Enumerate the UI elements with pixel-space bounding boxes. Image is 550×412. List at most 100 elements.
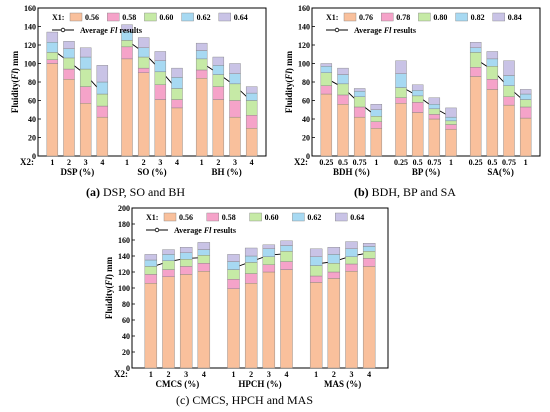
bar-segment-0-58 bbox=[244, 273, 258, 284]
legend-line-marker bbox=[60, 27, 66, 33]
bar-segment-0-60 bbox=[229, 83, 241, 101]
bar-segment-0-56 bbox=[229, 116, 241, 157]
legend-swatch bbox=[206, 212, 220, 222]
x-tick-label: 0.5 bbox=[413, 158, 423, 167]
bar-segment-0-82 bbox=[445, 116, 457, 122]
bar-segment-0-60 bbox=[345, 256, 358, 265]
legend: X1: 0.56 0.58 0.60 0.62 0.64 Average Fl result… bbox=[146, 212, 364, 235]
legend-item-label: 0.62 bbox=[307, 213, 321, 222]
y-tick-label: 20 bbox=[28, 134, 36, 143]
bar-segment-0-76 bbox=[370, 128, 383, 157]
y-tick-label: 120 bbox=[118, 268, 130, 277]
group-label: CMCS (%) bbox=[155, 379, 199, 389]
bar-segment-0-58 bbox=[327, 271, 341, 279]
bar-segment-0-58 bbox=[46, 59, 59, 64]
caption-b-text: BDH, BP and SA bbox=[368, 185, 456, 199]
bar-segment-0-64 bbox=[309, 248, 323, 258]
x2-label: X2: bbox=[20, 157, 34, 167]
bar-segment-0-58 bbox=[179, 266, 193, 275]
y-axis-title-tail: ) mm bbox=[10, 50, 20, 71]
bar-segment-0-60 bbox=[280, 250, 293, 262]
bar-segment-0-84 bbox=[370, 103, 383, 110]
x-tick-label: 0.5 bbox=[487, 158, 497, 167]
x-tick-label: 4 bbox=[175, 158, 179, 167]
bar-segment-0-76 bbox=[320, 93, 333, 157]
bar-segment-0-62 bbox=[244, 255, 258, 263]
bar-segment-0-62 bbox=[197, 249, 211, 256]
y-tick-label: 0 bbox=[126, 364, 130, 373]
average-line bbox=[126, 40, 178, 90]
legend-item-label: 0.84 bbox=[508, 13, 522, 22]
bar-segment-0-82 bbox=[411, 90, 424, 97]
bar-segment-0-60 bbox=[121, 40, 133, 48]
bar-segment-0-80 bbox=[445, 120, 457, 125]
bar-segment-0-80 bbox=[370, 116, 383, 122]
x-tick-label: 2 bbox=[67, 158, 71, 167]
y-axis-title: Fluidity(Fl) mm bbox=[104, 256, 114, 319]
x-tick-label: 0.25 bbox=[319, 158, 333, 167]
y-axis-title-tail: ) mm bbox=[104, 256, 114, 277]
bar-segment-0-78 bbox=[320, 85, 333, 95]
x-tick-label: 1 bbox=[50, 158, 54, 167]
bar-segment-0-84 bbox=[503, 60, 515, 76]
legend-line-label-tail: results bbox=[211, 226, 236, 235]
bar-segment-0-60 bbox=[179, 259, 193, 267]
legend-line-label: Average Fl results bbox=[174, 226, 236, 235]
bar-segment-0-82 bbox=[353, 91, 366, 97]
bar-segment-0-58 bbox=[309, 275, 323, 283]
bar-segment-0-56 bbox=[244, 283, 258, 369]
bar-segment-0-60 bbox=[212, 74, 225, 87]
bar-segment-0-60 bbox=[96, 93, 109, 107]
bar-segment-0-84 bbox=[428, 97, 441, 105]
caption-c-letter: (c) bbox=[176, 393, 190, 407]
legend-line-label-tail: results bbox=[391, 26, 416, 35]
bar-segment-0-60 bbox=[327, 263, 341, 273]
bar-segment-0-58 bbox=[262, 264, 276, 273]
bar-segment-0-56 bbox=[362, 266, 376, 369]
average-line bbox=[475, 58, 526, 103]
legend-line-label: Average Fl results bbox=[80, 26, 142, 35]
bar-segment-0-62 bbox=[144, 259, 158, 267]
legend: X1: 0.56 0.58 0.60 0.62 0.64 Average Fl result… bbox=[52, 12, 248, 35]
legend-line-label-em: Fl bbox=[383, 26, 392, 35]
bar-segment-0-60 bbox=[144, 266, 158, 275]
bar-segment-0-64 bbox=[212, 56, 225, 66]
y-axis-title: Fluidity(Fl) mm bbox=[10, 50, 20, 113]
bar-segment-0-64 bbox=[121, 24, 133, 32]
legend-line-marker bbox=[154, 227, 160, 233]
legend-swatch bbox=[381, 12, 394, 22]
bar-segment-0-64 bbox=[227, 254, 240, 262]
bar-segment-0-60 bbox=[262, 256, 276, 265]
bar-segment-0-58 bbox=[162, 269, 175, 278]
bar-segment-0-60 bbox=[362, 250, 376, 259]
bar-segment-0-60 bbox=[162, 260, 175, 270]
bar-segment-0-56 bbox=[212, 99, 225, 157]
bar-segment-0-56 bbox=[227, 288, 240, 369]
bar-segment-0-80 bbox=[469, 52, 482, 68]
average-line bbox=[316, 252, 370, 265]
y-axis-title-em: Fl bbox=[104, 277, 114, 287]
x-tick-label: 3 bbox=[184, 370, 188, 379]
bar-segment-0-64 bbox=[345, 241, 358, 250]
bar-segment-0-84 bbox=[395, 60, 407, 74]
x-tick-label: 1 bbox=[314, 370, 318, 379]
bar-segment-0-78 bbox=[486, 79, 499, 90]
y-tick-label: 100 bbox=[118, 284, 130, 293]
bar-segment-0-62 bbox=[362, 246, 376, 252]
bar-segment-0-76 bbox=[486, 89, 499, 157]
y-tick-label: 140 bbox=[118, 252, 130, 261]
bar-segment-0-56 bbox=[309, 282, 323, 369]
legend-swatch bbox=[292, 212, 305, 222]
legend-item-label: 0.58 bbox=[222, 213, 236, 222]
bar-segment-0-62 bbox=[46, 42, 59, 53]
bar-segment-0-84 bbox=[519, 89, 532, 95]
bar-segment-0-76 bbox=[445, 128, 457, 157]
bar-segment-0-80 bbox=[320, 72, 333, 86]
legend-item-label: 0.56 bbox=[85, 13, 99, 22]
bar-segment-0-64 bbox=[195, 42, 208, 51]
x-tick-label: 4 bbox=[250, 158, 254, 167]
bar-segment-0-58 bbox=[171, 99, 183, 109]
bar-segment-0-62 bbox=[227, 261, 240, 270]
y-tick-label: 20 bbox=[122, 348, 130, 357]
bar-segment-0-80 bbox=[337, 83, 349, 96]
